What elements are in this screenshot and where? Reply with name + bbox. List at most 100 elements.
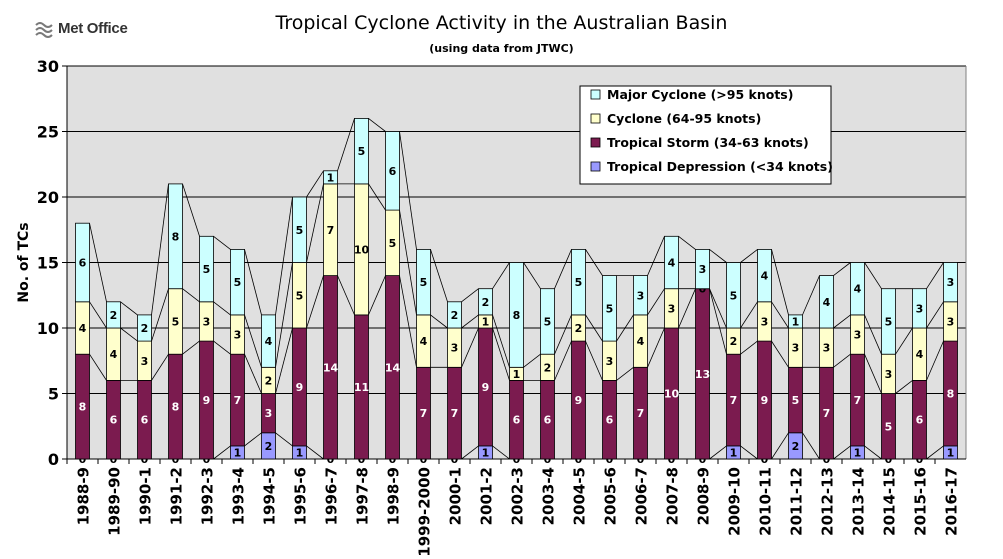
series-lines [771,301,789,329]
data-label: 6 [110,414,118,427]
series-lines [89,301,107,329]
x-tick-label: 2015-16 [912,467,930,536]
data-label: 5 [172,315,180,328]
bar-segment [633,275,648,316]
data-label: 4 [420,335,428,348]
data-label: 0 [916,453,924,466]
x-tick-label: 1991-2 [168,467,186,525]
data-label: 2 [575,322,583,335]
series-lines [926,262,944,289]
series-lines [306,445,324,460]
series-lines [151,353,169,381]
bar-segment [912,288,927,329]
data-label: 2 [265,440,273,453]
bar-segment [447,301,462,329]
series-lines [926,301,944,329]
legend-label: Cyclone (64-95 knots) [607,111,761,126]
x-tick-label: 2002-3 [509,467,527,525]
series-lines [771,432,789,460]
data-label: 3 [761,315,769,328]
data-label: 7 [420,407,428,420]
data-label: 1 [730,446,738,459]
series-lines [461,327,479,368]
series-lines [337,118,355,171]
data-label: 3 [947,276,955,289]
series-lines [616,314,634,342]
series-lines [399,210,417,315]
legend-label: Tropical Storm (34-63 knots) [607,135,809,150]
legend-swatch [590,137,601,148]
data-label: 7 [637,407,645,420]
data-label: 8 [947,388,955,401]
data-label: 3 [699,263,707,276]
data-label: 0 [110,453,118,466]
series-lines [430,249,448,302]
series-lines [802,275,820,316]
x-tick-label: 1989-90 [106,467,124,536]
series-lines [864,354,882,394]
series-lines [709,445,727,460]
series-lines [492,327,510,381]
legend-label: Major Cyclone (>95 knots) [607,87,793,102]
y-axis-title: No. of TCs [16,222,32,302]
data-label: 2 [110,309,118,322]
series-lines [275,196,293,315]
bar-segment [385,131,400,211]
met-office-wave-icon [34,18,54,38]
series-lines [585,249,603,276]
legend-swatch [590,161,601,172]
series-lines [120,327,138,342]
bar-segment [571,248,586,316]
series-lines [678,288,696,329]
series-lines [926,340,944,381]
x-tick-label: 2013-14 [850,467,868,536]
series-lines [399,275,417,368]
data-label: 6 [141,414,149,427]
data-label: 9 [482,381,490,394]
data-label: 0 [389,453,397,466]
logo-text: Met Office [58,19,128,37]
series-lines [244,432,262,447]
series-lines [182,340,200,355]
x-tick-label: 2012-13 [819,467,837,536]
data-label: 0 [79,453,87,466]
series-lines [89,223,107,302]
bar-segment [881,288,896,355]
data-label: 6 [606,414,614,427]
series-lines [771,340,789,368]
data-label: 3 [637,289,645,302]
data-label: 4 [637,335,645,348]
data-label: 5 [885,420,893,433]
series-lines [275,432,293,447]
data-label: 4 [761,270,769,283]
data-label: 5 [544,315,552,328]
y-tick-label: 5 [48,385,59,404]
data-label: 9 [575,394,583,407]
data-label: 5 [420,276,428,289]
x-tick-label: 2001-2 [478,467,496,525]
data-label: 7 [823,407,831,420]
data-label: 2 [730,335,738,348]
series-lines [895,380,913,394]
bar-segment [757,248,772,303]
series-lines [864,445,882,460]
data-label: 3 [451,342,459,355]
data-label: 5 [358,145,366,158]
chart-title: Tropical Cyclone Activity in the Austral… [275,12,728,34]
x-tick-label: 1990-1 [137,467,155,525]
data-label: 3 [823,342,831,355]
data-label: 5 [296,224,304,237]
series-lines [244,354,262,394]
x-tick-label: 2006-7 [633,467,651,525]
data-label: 0 [544,453,552,466]
data-label: 1 [296,446,304,459]
data-label: 1 [947,446,955,459]
bar-segment [478,288,493,316]
legend-swatch [590,89,601,100]
series-lines [213,235,231,250]
series-lines [306,170,324,198]
met-office-logo: Met Office [34,18,128,38]
data-label: 8 [172,230,180,243]
series-lines [740,445,758,460]
